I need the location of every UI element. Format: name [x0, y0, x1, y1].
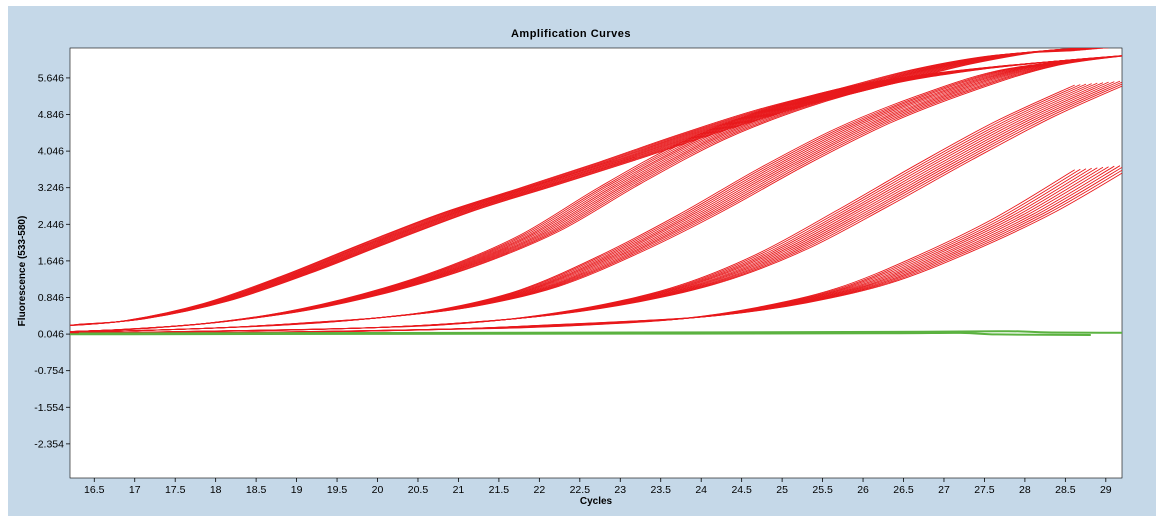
- x-tick-label: 28.5: [1055, 484, 1076, 496]
- amplification-curve: [78, 85, 1122, 334]
- x-tick-label: 25: [776, 484, 788, 496]
- x-axis-label: Cycles: [580, 496, 613, 507]
- amplification-chart: Amplification Curves 16.5 17 17.5 18 18.5 19 1…: [17, 28, 1123, 507]
- x-tick-label: 26: [857, 484, 869, 496]
- x-tick-label: 23.5: [651, 484, 672, 496]
- y-tick-label: 0.846: [38, 292, 64, 304]
- chart-frame: Amplification Curves 16.5 17 17.5 18 18.5 19 1…: [8, 6, 1156, 516]
- x-tick-label: 20: [372, 484, 384, 496]
- amplification-curve: [78, 55, 1122, 333]
- y-tick-label: 4.046: [38, 146, 64, 158]
- chart-title: Amplification Curves: [511, 28, 631, 40]
- x-tick-label: 22: [534, 484, 546, 496]
- negative-control-curve: [78, 330, 1122, 335]
- amplification-curve: [78, 55, 1122, 332]
- x-tick-label: 18: [210, 484, 222, 496]
- y-axis: 5.646 4.846 4.046 3.246 2.446 1.646 0.846 0.046…: [34, 72, 70, 450]
- x-tick-label: 25.5: [812, 484, 833, 496]
- amplification-curve: [70, 50, 1075, 326]
- y-tick-label: -0.754: [34, 365, 64, 377]
- x-tick-label: 19: [291, 484, 303, 496]
- x-tick-label: 21.5: [489, 484, 510, 496]
- x-tick-label: 29: [1100, 484, 1112, 496]
- x-axis: 16.5 17 17.5 18 18.5 19 19.5 20 20.5 21 21.5 22 22.5…: [84, 478, 1112, 496]
- y-tick-label: -2.354: [34, 438, 64, 450]
- y-tick-label: 0.046: [38, 329, 64, 341]
- amplification-curve: [70, 49, 1087, 326]
- x-tick-label: 24.5: [731, 484, 752, 496]
- x-tick-label: 24: [695, 484, 707, 496]
- amplification-curve: [70, 48, 1104, 326]
- x-tick-label: 27: [938, 484, 950, 496]
- x-tick-label: 19.5: [327, 484, 348, 496]
- y-tick-label: 4.846: [38, 109, 64, 121]
- amplification-curve: [78, 48, 1086, 325]
- y-tick-label: 2.446: [38, 219, 64, 231]
- x-tick-label: 28: [1019, 484, 1031, 496]
- y-axis-label: Fluorescence (533-580): [17, 216, 28, 327]
- x-tick-label: 27.5: [974, 484, 995, 496]
- x-tick-label: 22.5: [570, 484, 591, 496]
- y-tick-label: -1.554: [34, 402, 64, 414]
- x-tick-label: 26.5: [893, 484, 914, 496]
- x-tick-label: 21: [453, 484, 465, 496]
- x-tick-label: 17: [129, 484, 141, 496]
- x-tick-label: 17.5: [165, 484, 186, 496]
- y-tick-label: 3.246: [38, 182, 64, 194]
- x-tick-label: 16.5: [84, 484, 105, 496]
- y-tick-label: 1.646: [38, 255, 64, 267]
- x-tick-label: 20.5: [408, 484, 429, 496]
- curves-layer: [70, 48, 1122, 336]
- x-tick-label: 18.5: [246, 484, 267, 496]
- x-tick-label: 23: [614, 484, 626, 496]
- y-tick-label: 5.646: [38, 72, 64, 84]
